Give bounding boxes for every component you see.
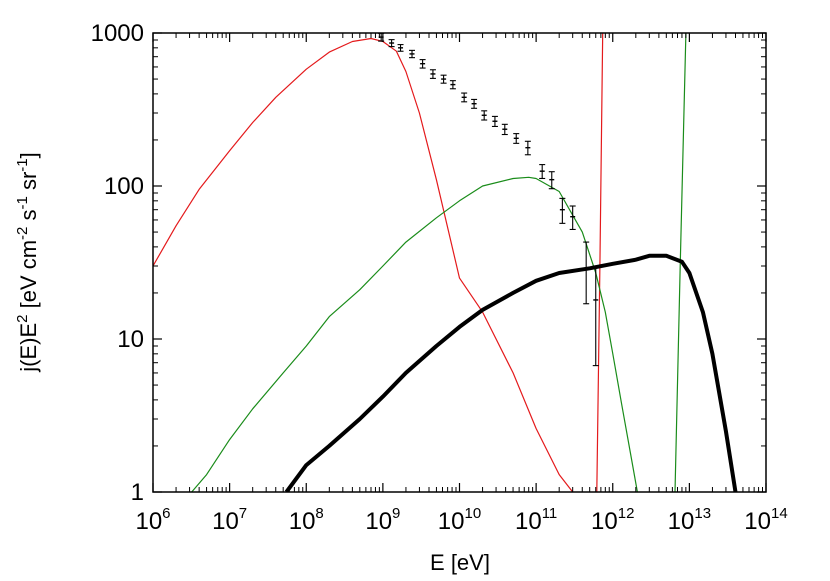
data-point: [583, 241, 590, 305]
data-point: [491, 115, 498, 128]
data-point: [449, 80, 456, 90]
y-tick-label: 1000: [91, 20, 144, 47]
x-tick-label: 106: [135, 505, 170, 535]
data-point: [409, 49, 416, 59]
y-tick-label: 100: [104, 173, 144, 200]
x-axis-label: E [eV]: [430, 550, 490, 575]
y-tick-label: 1: [131, 479, 144, 506]
x-tick-label: 1014: [744, 505, 787, 535]
data-point: [429, 69, 436, 79]
x-tick-label: 1012: [591, 505, 634, 535]
x-tick-label: 108: [289, 505, 324, 535]
x-tick-label: 109: [365, 505, 400, 535]
x-tick-label: 1010: [438, 505, 481, 535]
series-line-3: [191, 176, 638, 492]
data-point: [539, 164, 546, 180]
data-point: [481, 110, 488, 121]
data-point: [559, 197, 566, 224]
data-point: [501, 123, 508, 136]
x-tick-label: 107: [212, 505, 247, 535]
data-point: [471, 98, 478, 109]
series-curves: [153, 33, 738, 492]
data-point: [548, 171, 555, 190]
x-tick-label: 1011: [515, 505, 557, 535]
data-point: [592, 265, 599, 367]
series-line-2: [596, 33, 604, 492]
data-point: [524, 140, 531, 156]
y-axis-label: j(E)E2 [eV cm-2 s-1 sr-1]: [14, 152, 41, 373]
series-line-1: [153, 37, 574, 492]
x-tick-label: 1013: [668, 505, 711, 535]
series-line-4: [674, 33, 687, 492]
data-point: [440, 74, 447, 84]
y-tick-label: 10: [117, 326, 144, 353]
data-point: [397, 44, 404, 52]
data-point: [461, 92, 468, 103]
data-point: [419, 59, 426, 69]
data-point: [569, 205, 576, 231]
data-point: [388, 39, 395, 48]
measurement-points: [378, 32, 599, 367]
data-point: [513, 133, 520, 144]
axis-ticks: 106 107 108 109 1010 1011 1012 1013 1014 1 10 100 10…: [91, 20, 788, 535]
plot-frame: [152, 32, 767, 493]
series-line-5: [284, 253, 738, 492]
